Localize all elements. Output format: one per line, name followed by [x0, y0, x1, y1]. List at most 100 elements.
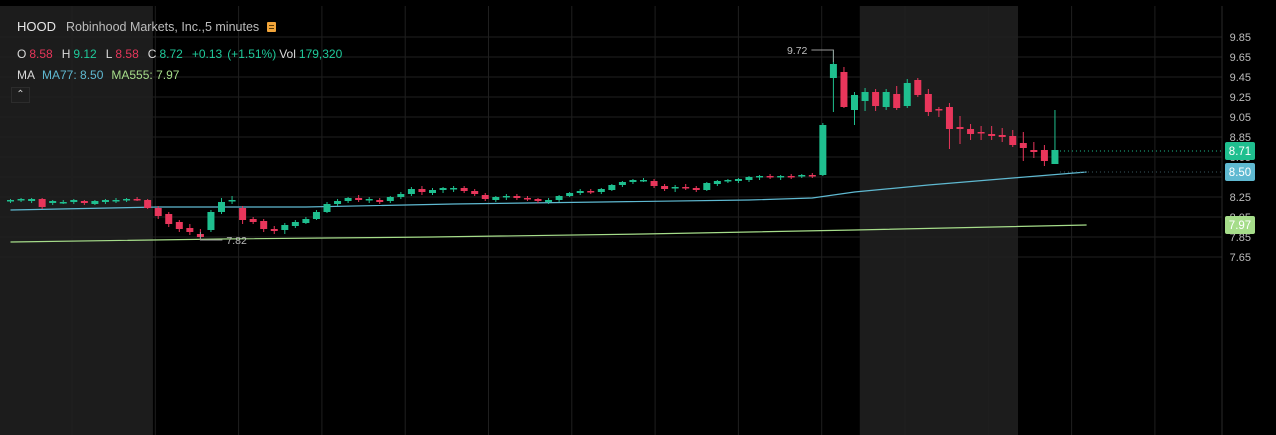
candle-body — [534, 199, 542, 201]
candle-body — [661, 186, 669, 189]
candle-body — [734, 179, 742, 181]
candle-body — [28, 199, 36, 201]
candle-body — [291, 222, 299, 226]
candle-body — [154, 208, 162, 216]
candle-body — [376, 200, 384, 202]
candle-body — [101, 200, 109, 202]
candle-body — [787, 176, 795, 178]
candle-body — [7, 200, 14, 202]
candle-body — [70, 200, 78, 202]
candle-body — [439, 188, 447, 190]
candle-body — [988, 134, 996, 136]
candle-body — [471, 191, 479, 194]
candle-body — [38, 199, 46, 207]
candle-body — [1009, 136, 1017, 145]
candle-body — [893, 94, 901, 108]
candle-body — [1030, 150, 1038, 152]
y-axis-tick-label: 7.85 — [1230, 232, 1251, 244]
y-axis-tick-label: 7.65 — [1230, 252, 1251, 264]
candle-body — [91, 201, 99, 204]
candle-body — [756, 176, 764, 178]
candle-body — [872, 92, 880, 106]
candle-body — [460, 188, 468, 191]
candle-body — [629, 180, 637, 182]
candle-body — [80, 201, 88, 203]
candle-body — [165, 214, 173, 224]
candle-body — [1051, 150, 1059, 164]
candle-body — [998, 135, 1006, 137]
moving-average-line-ma555 — [10, 224, 1087, 243]
candle-body — [967, 129, 975, 134]
candle-body — [429, 190, 436, 193]
candle-body — [260, 221, 268, 229]
candle-body — [1040, 150, 1048, 161]
candle-body — [566, 193, 574, 196]
candle-body — [851, 95, 858, 110]
candle-body — [281, 225, 289, 230]
candle-body — [977, 132, 985, 134]
candle-body — [218, 202, 225, 212]
candle-body — [407, 189, 415, 194]
candle-body — [545, 200, 553, 202]
candle-body — [903, 83, 911, 106]
candle-body — [840, 72, 848, 107]
high-price-label: 9.72 — [787, 45, 808, 57]
candle-body — [956, 127, 964, 129]
candle-body — [882, 92, 890, 107]
candle-body — [1019, 143, 1027, 148]
candle-body — [798, 175, 806, 177]
low-marker-line — [199, 232, 223, 241]
candle-body — [777, 176, 785, 178]
candle-body — [724, 180, 732, 182]
candle-body — [713, 181, 721, 184]
candle-body — [829, 64, 837, 78]
price-tag-background — [1225, 216, 1255, 234]
candle-body — [671, 187, 679, 189]
candle-body — [397, 194, 405, 197]
candle-body — [481, 195, 489, 199]
candle-body — [819, 125, 827, 175]
candle-body — [492, 197, 500, 200]
y-axis-tick-label: 9.85 — [1230, 32, 1251, 44]
candle-body — [914, 80, 922, 95]
y-axis-tick-label: 8.25 — [1230, 192, 1251, 204]
y-axis-tick-label: 9.05 — [1230, 112, 1251, 124]
collapse-legend-button[interactable]: ⌃ — [11, 87, 30, 103]
candle-body — [418, 189, 426, 192]
candle-body — [59, 202, 67, 204]
low-price-label: 7.82 — [226, 235, 247, 247]
y-axis-tick-label: 9.65 — [1230, 52, 1251, 64]
price-tag-label: 8.50 — [1229, 167, 1251, 179]
price-tag-label: 7.97 — [1229, 220, 1251, 232]
candle-body — [302, 219, 310, 223]
candle-body — [123, 199, 131, 201]
candle-body — [239, 208, 247, 220]
candle-body — [249, 219, 257, 222]
candle-body — [935, 109, 943, 111]
candle-body — [49, 201, 57, 203]
candle-body — [133, 199, 141, 201]
candle-body — [703, 183, 711, 190]
price-tag-background — [1225, 142, 1255, 160]
moving-average-line-ma77 — [10, 171, 1087, 211]
candle-body — [270, 229, 278, 231]
candle-body — [555, 196, 563, 200]
candle-body — [513, 196, 521, 198]
candle-body — [618, 182, 626, 185]
candle-body — [924, 94, 932, 112]
candle-body — [355, 198, 363, 200]
candle-body — [365, 199, 373, 201]
candle-body — [608, 185, 616, 190]
extended-hours-shade — [0, 6, 153, 435]
candle-body — [861, 92, 869, 101]
candle-body — [745, 177, 753, 180]
candle-body — [112, 200, 120, 202]
candle-body — [945, 107, 953, 129]
candle-body — [207, 212, 215, 230]
candle-body — [576, 191, 584, 193]
candle-body — [650, 181, 658, 186]
candle-body — [323, 204, 331, 212]
candle-body — [587, 191, 595, 193]
